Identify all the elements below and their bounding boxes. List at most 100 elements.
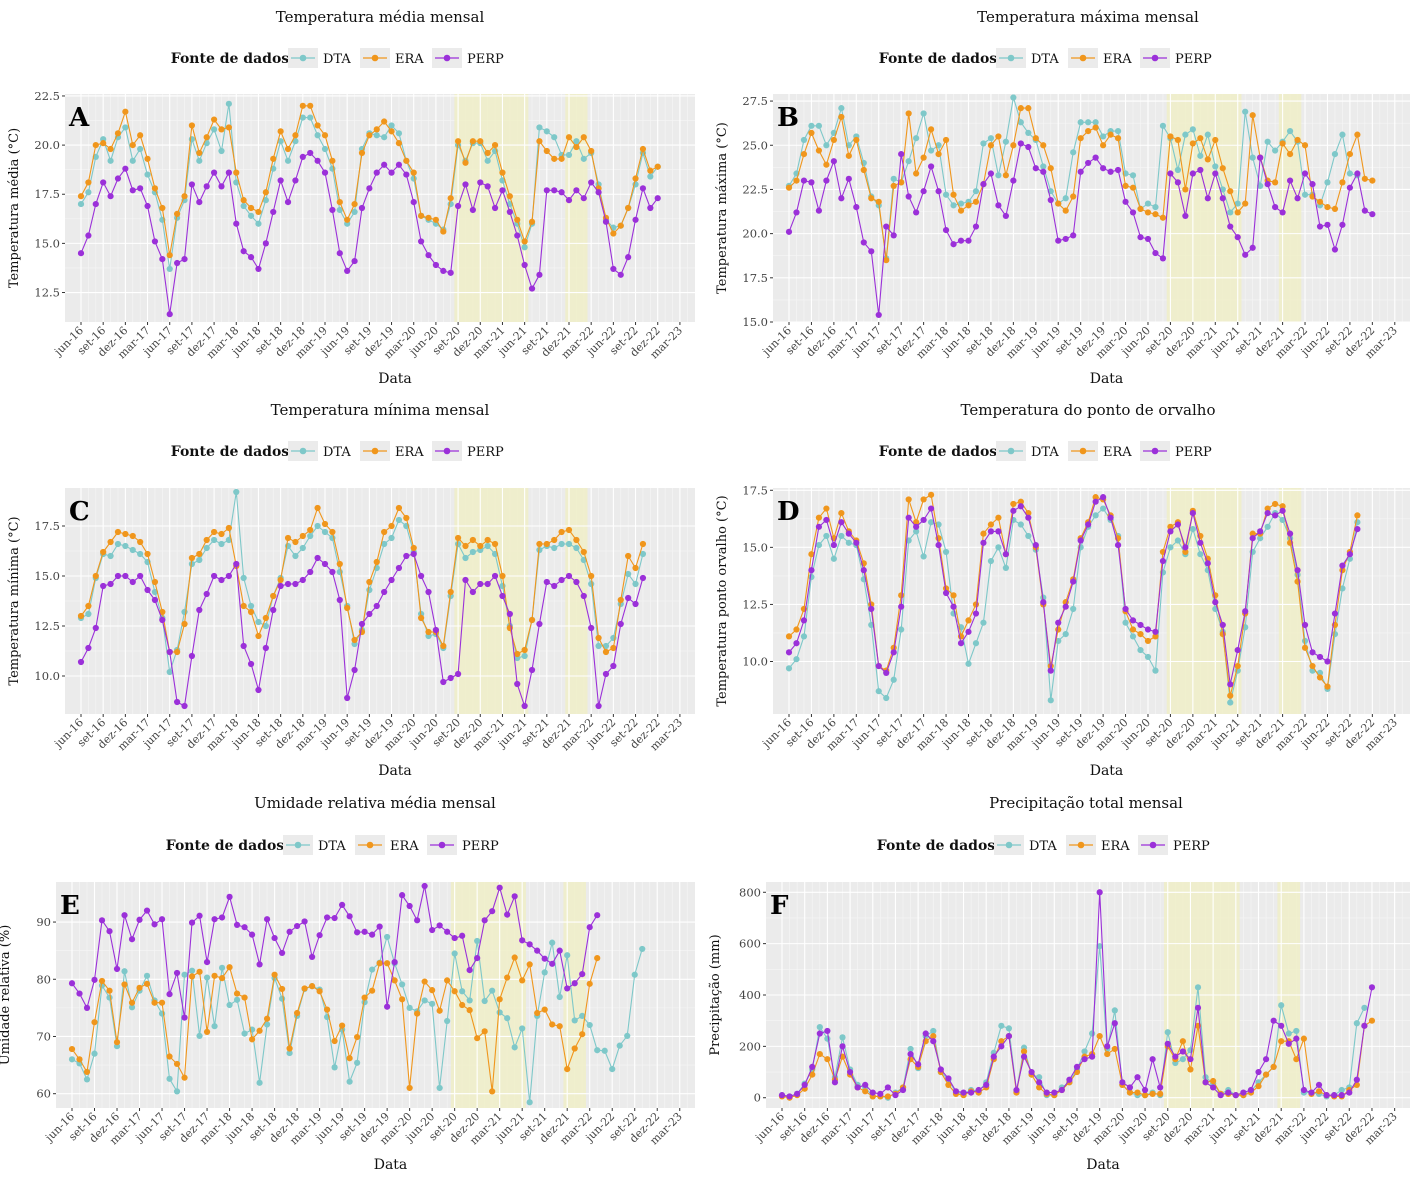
data-point <box>474 1035 481 1042</box>
data-point <box>128 999 136 1006</box>
data-point <box>930 1027 937 1035</box>
data-point <box>129 546 136 554</box>
data-point <box>1354 525 1361 533</box>
data-point <box>1020 1048 1028 1055</box>
data-point <box>1157 1084 1164 1091</box>
data-point <box>639 945 646 953</box>
data-point <box>284 145 292 153</box>
data-point <box>647 204 654 212</box>
data-point <box>351 200 358 208</box>
data-point <box>381 161 388 168</box>
legend-key-point <box>371 447 379 455</box>
data-point <box>868 195 875 202</box>
data-point <box>247 660 255 668</box>
data-point <box>113 1039 121 1046</box>
data-point <box>990 1053 997 1060</box>
y-tick-label: 80 <box>36 972 51 986</box>
data-point <box>85 232 92 239</box>
data-point <box>388 534 395 542</box>
data-point <box>92 624 99 632</box>
data-point <box>1197 152 1204 159</box>
data-point <box>1159 557 1167 565</box>
y-tick-label: 200 <box>739 1039 761 1053</box>
data-point <box>588 179 595 186</box>
data-point <box>631 971 638 978</box>
data-point <box>331 1064 338 1071</box>
data-point <box>1129 209 1137 216</box>
legend-key-point <box>1149 841 1157 849</box>
data-point <box>632 216 639 223</box>
data-point <box>346 1055 353 1062</box>
data-point <box>930 1032 937 1040</box>
data-point <box>913 135 920 142</box>
data-point <box>1122 605 1129 613</box>
data-point <box>625 254 632 261</box>
data-point <box>815 147 823 154</box>
legend-key-point <box>371 54 379 62</box>
data-point <box>905 193 912 200</box>
data-point <box>564 1065 571 1073</box>
data-point <box>920 516 927 524</box>
data-point <box>972 601 980 608</box>
data-point <box>1227 699 1234 706</box>
data-point <box>1100 505 1107 512</box>
data-point <box>114 130 122 137</box>
data-point <box>1219 631 1226 638</box>
data-point <box>1361 1004 1368 1011</box>
data-point <box>181 702 188 710</box>
data-point <box>556 993 563 1001</box>
data-point <box>1264 505 1271 512</box>
data-point <box>403 157 410 164</box>
data-point <box>853 204 860 211</box>
series-perp <box>77 149 661 318</box>
data-point <box>1309 662 1316 670</box>
data-point <box>211 916 218 923</box>
data-point <box>1255 1068 1262 1076</box>
data-point <box>248 1036 256 1043</box>
data-point <box>1242 108 1249 115</box>
data-point <box>406 1004 413 1011</box>
y-tick-label: 15.0 <box>34 236 60 250</box>
y-tick-label: 25.0 <box>742 138 768 152</box>
data-point <box>462 554 469 562</box>
data-point <box>432 626 440 634</box>
data-point <box>875 662 882 670</box>
data-point <box>128 1004 136 1011</box>
data-point <box>83 1004 91 1011</box>
data-point <box>1032 165 1039 172</box>
data-point <box>210 126 218 133</box>
data-point <box>609 1065 616 1073</box>
data-point <box>514 232 521 239</box>
data-point <box>92 572 99 580</box>
data-point <box>1040 599 1047 606</box>
data-point <box>1096 943 1103 950</box>
y-tick-label: 70 <box>36 1029 51 1043</box>
data-point <box>1308 1089 1315 1096</box>
data-point <box>466 1007 473 1014</box>
data-point <box>1354 170 1361 177</box>
data-point <box>778 1092 786 1099</box>
data-point <box>1114 541 1122 549</box>
data-point <box>1219 195 1226 202</box>
data-point <box>196 912 203 919</box>
data-point <box>137 538 144 546</box>
data-point <box>292 132 299 139</box>
data-point <box>429 987 436 994</box>
panel-letter: C <box>69 497 90 527</box>
data-point <box>1077 168 1084 175</box>
data-point <box>484 542 491 550</box>
data-point <box>1002 564 1009 571</box>
data-point <box>181 620 188 628</box>
data-point <box>474 954 481 962</box>
data-point <box>1025 143 1032 151</box>
data-point <box>1286 177 1294 184</box>
data-point <box>927 491 935 498</box>
data-point <box>838 532 845 540</box>
data-point <box>1002 551 1009 558</box>
data-point <box>551 544 558 552</box>
data-point <box>1301 644 1309 651</box>
data-point <box>1219 621 1226 629</box>
x-axis-title: Data <box>378 763 412 779</box>
data-point <box>1346 184 1354 191</box>
data-point <box>1331 610 1339 617</box>
